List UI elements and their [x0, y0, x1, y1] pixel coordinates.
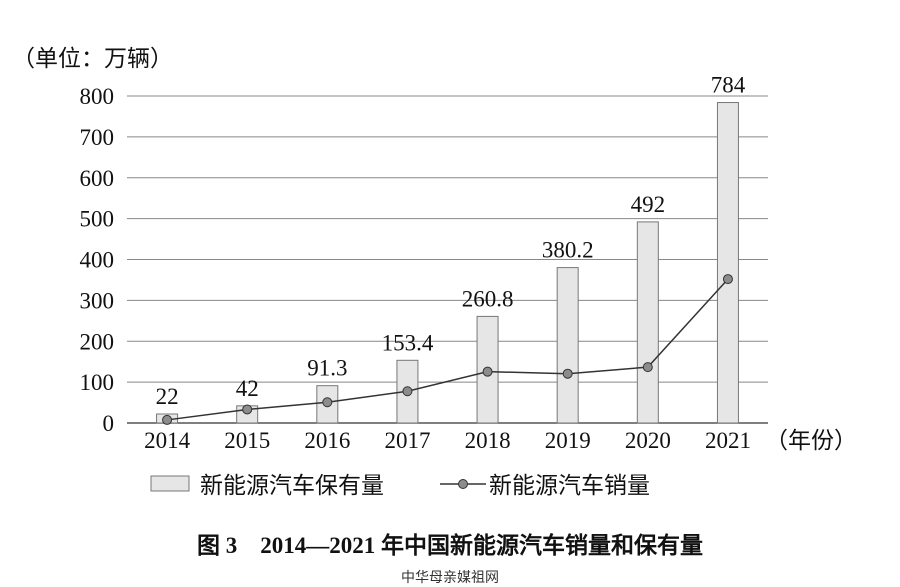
sales-point: [562, 368, 573, 379]
bar-value-label: 153.4: [382, 330, 434, 355]
legend-bar-swatch: [150, 475, 190, 492]
x-tick-label: 2014: [144, 428, 191, 453]
sales-point: [482, 366, 493, 377]
legend: 新能源汽车保有量 新能源汽车销量: [150, 473, 650, 498]
y-tick-label: 0: [103, 411, 115, 436]
y-tick-label: 200: [80, 329, 115, 354]
bar-value-label: 22: [156, 384, 179, 409]
x-tick-label: 2019: [545, 428, 591, 453]
bar-value-label: 492: [631, 192, 666, 217]
legend-bar-label: 新能源汽车保有量: [200, 473, 384, 498]
bar-value-label: 784: [711, 73, 746, 98]
sales-point: [722, 274, 733, 285]
y-tick-label: 500: [80, 207, 115, 232]
sales-point: [322, 397, 333, 408]
y-tick-label: 600: [80, 166, 115, 191]
bar: [556, 267, 579, 424]
y-tick-label: 100: [80, 370, 115, 395]
y-tick-label: 300: [80, 288, 115, 313]
unit-label: （单位：万辆）: [12, 46, 173, 71]
sales-point: [242, 404, 253, 415]
x-tick-label: 2020: [625, 428, 671, 453]
bar-value-label: 260.8: [462, 286, 514, 311]
y-tick-label: 400: [80, 248, 115, 273]
x-tick-label: 2021: [705, 428, 751, 453]
x-tick-label: 2017: [384, 428, 430, 453]
y-axis-ticks: 0 100 200 300 400 500 600 700 800: [80, 84, 115, 436]
bar-value-label: 380.2: [542, 238, 594, 263]
gridlines: [127, 95, 768, 424]
y-tick-label: 800: [80, 84, 115, 109]
x-axis-ticks: 2014 2015 2016 2017 2018 2019 2020 2021: [144, 428, 751, 453]
bar: [636, 221, 659, 424]
sales-line-path: [166, 278, 729, 421]
sales-point: [642, 362, 653, 373]
watermark: 中华母亲媒祖网: [401, 570, 499, 586]
bar-value-label: 91.3: [307, 356, 347, 381]
sales-point: [162, 414, 173, 425]
x-axis-label: （年份）: [765, 428, 857, 453]
bar: [716, 102, 739, 424]
bar-value-label: 42: [236, 376, 259, 401]
legend-line-label: 新能源汽车销量: [489, 473, 650, 498]
sales-line: [162, 274, 733, 425]
figure-caption: 图 3 2014—2021 年中国新能源汽车销量和保有量: [197, 532, 703, 558]
bars: 22 42 91.3 153.4 260.8 380.2 492 784: [156, 73, 746, 424]
y-tick-label: 700: [80, 125, 115, 150]
x-tick-label: 2018: [465, 428, 511, 453]
x-tick-label: 2015: [224, 428, 270, 453]
sales-point: [402, 386, 413, 397]
legend-line-marker: [458, 479, 468, 489]
x-tick-label: 2016: [304, 428, 350, 453]
